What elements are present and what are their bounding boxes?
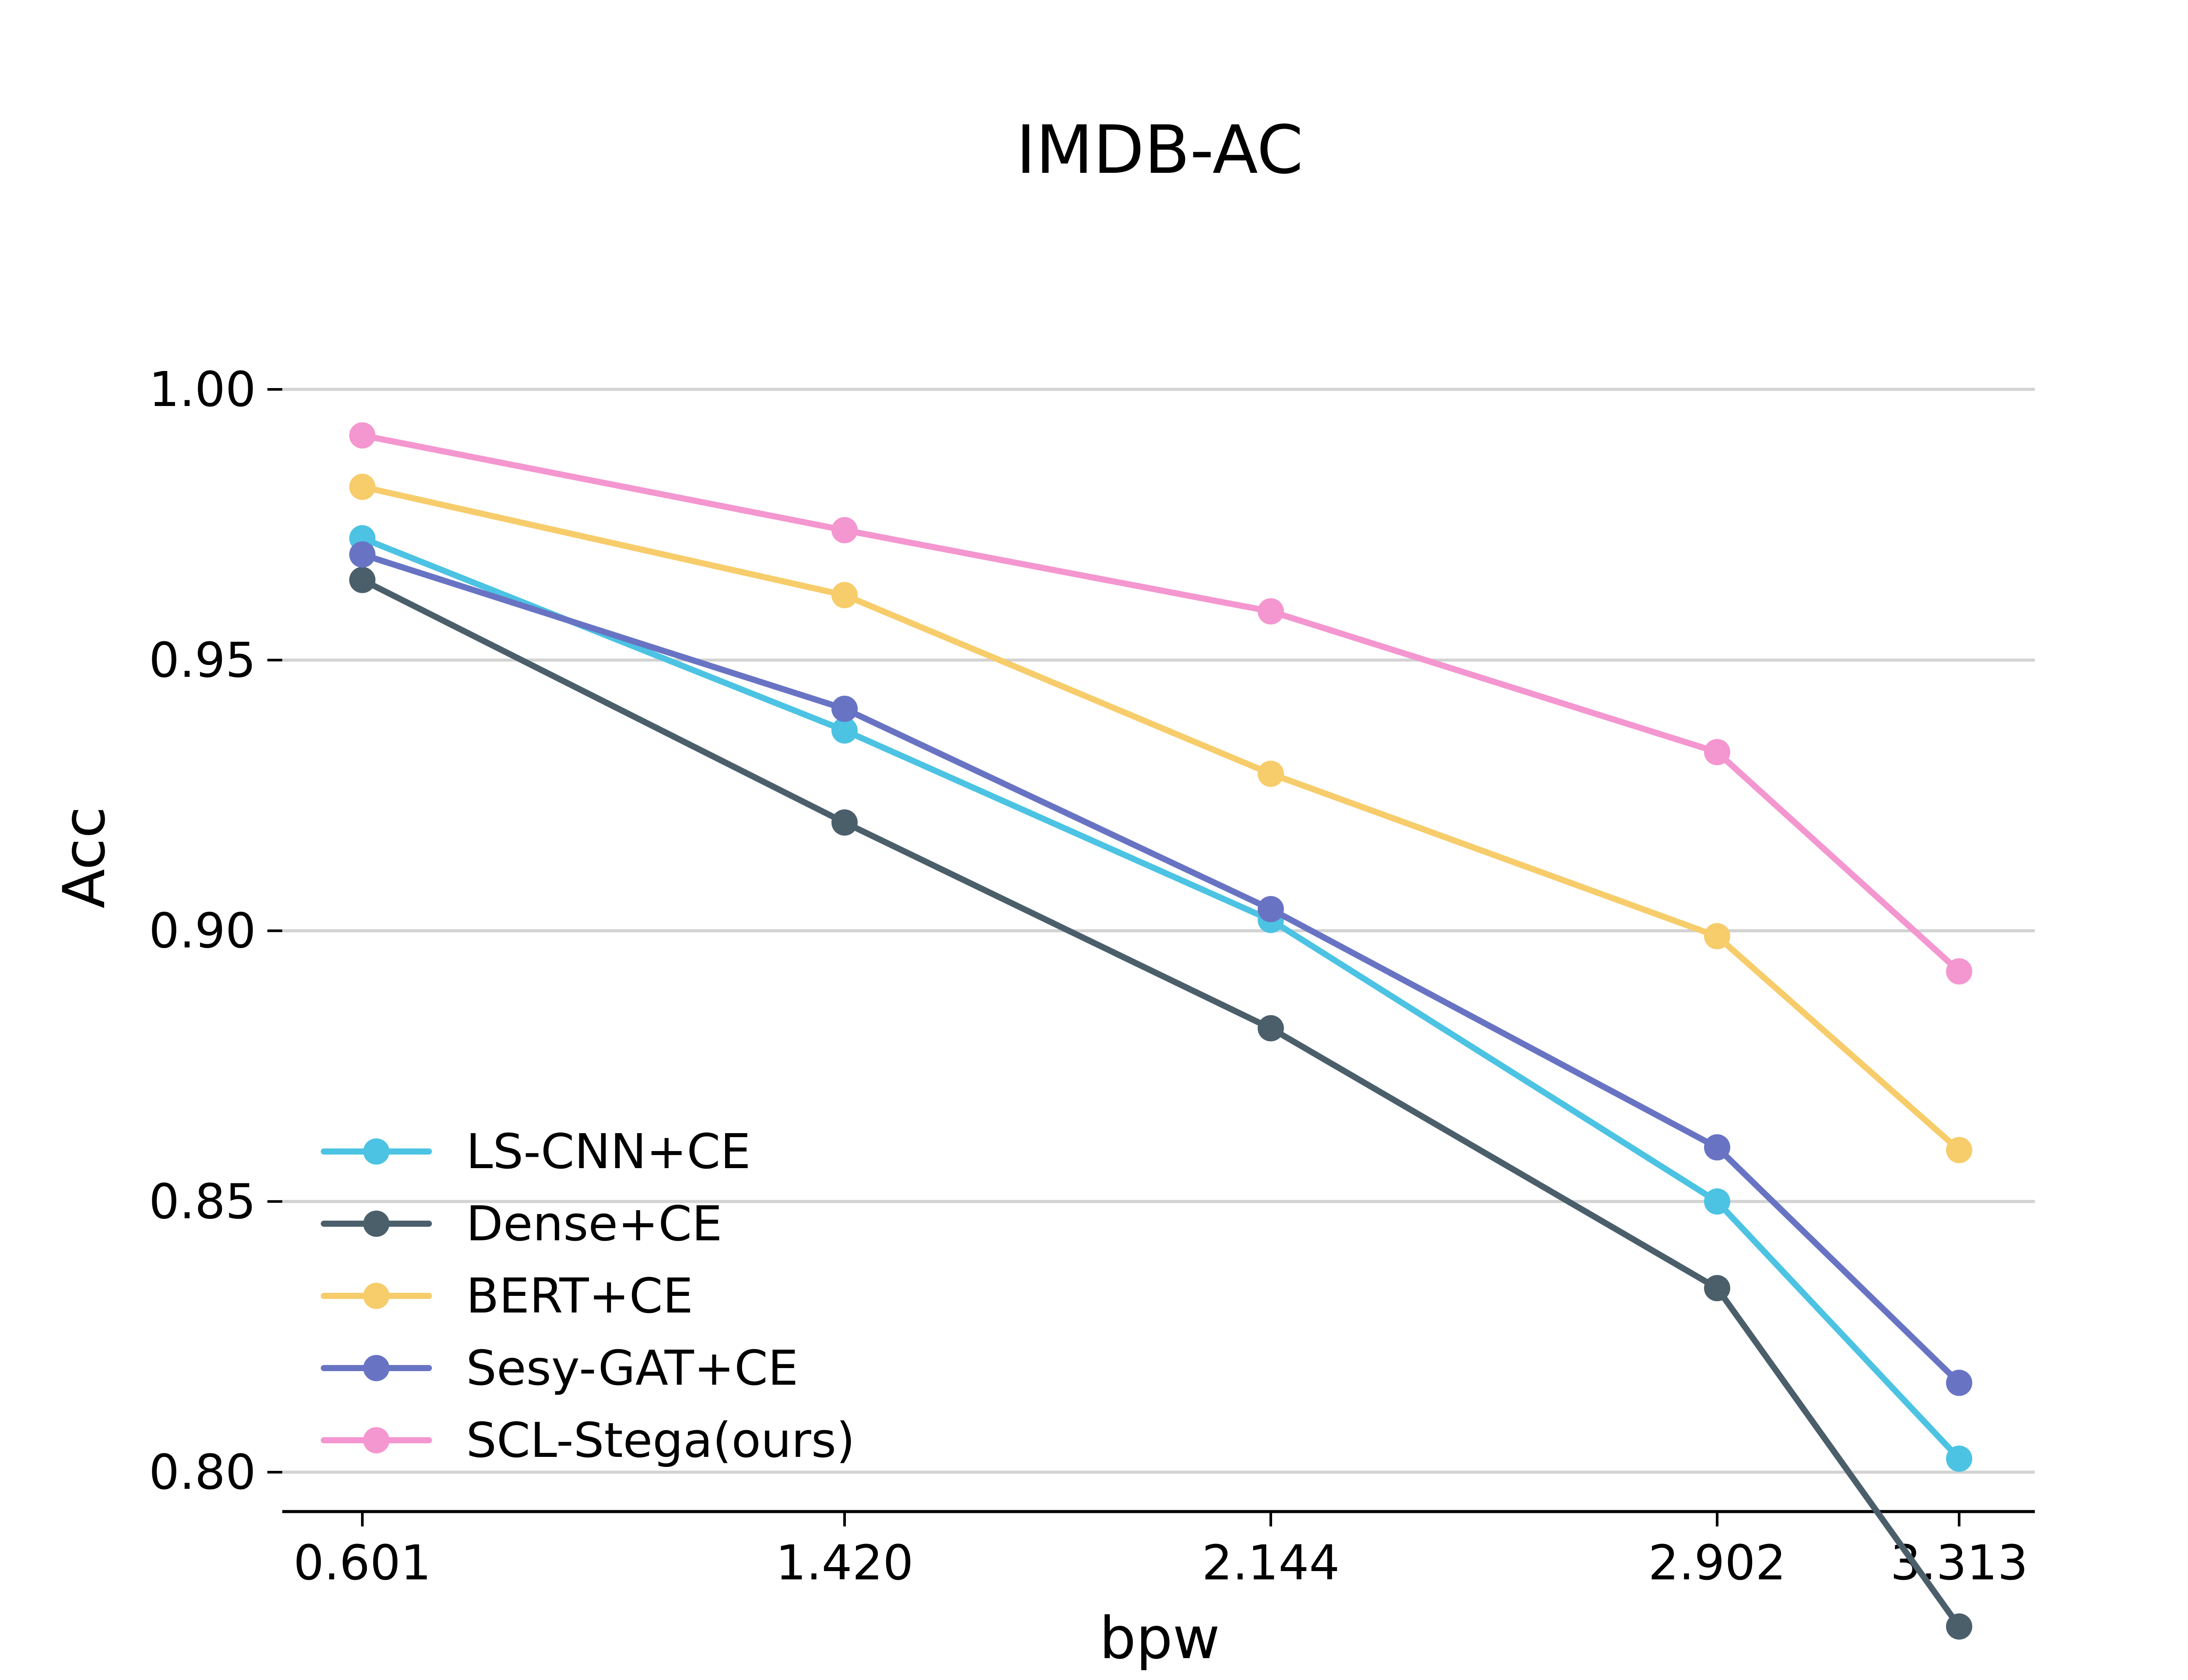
- data-point: [1704, 1134, 1730, 1161]
- series-lines: [349, 422, 1972, 1640]
- legend-item: LS-CNN+CE: [321, 1124, 751, 1180]
- data-point: [831, 809, 858, 836]
- data-point: [349, 473, 375, 500]
- data-point: [349, 541, 375, 568]
- series-scl-stega-ours: [349, 422, 1972, 985]
- legend-item: Dense+CE: [321, 1196, 722, 1252]
- legend-marker: [363, 1283, 389, 1309]
- legend-item: Sesy-GAT+CE: [321, 1340, 798, 1396]
- data-point: [349, 567, 375, 593]
- y-tick-label: 0.90: [149, 903, 256, 959]
- data-point: [831, 517, 858, 543]
- data-point: [1258, 760, 1284, 787]
- data-point: [1258, 896, 1284, 922]
- data-point: [1946, 1369, 1972, 1396]
- x-tick-label: 2.144: [1202, 1535, 1340, 1591]
- legend-label: Dense+CE: [466, 1196, 722, 1252]
- legend-label: BERT+CE: [466, 1268, 693, 1324]
- data-point: [831, 717, 858, 744]
- chart-title: IMDB-AC: [1016, 111, 1303, 189]
- series-sesy-gat-ce: [349, 541, 1972, 1396]
- data-point: [831, 696, 858, 722]
- data-point: [349, 422, 375, 449]
- legend-item: SCL-Stega(ours): [321, 1412, 855, 1468]
- y-tick-label: 0.95: [149, 632, 256, 688]
- axes: 0.80 0.85 0.90 0.95 1.00 0.601 1.420 2.144 2.902…: [149, 361, 2035, 1591]
- legend-marker: [363, 1355, 389, 1381]
- x-axis-label: bpw: [1099, 1605, 1220, 1672]
- data-point: [1946, 958, 1972, 985]
- data-point: [1704, 923, 1730, 949]
- x-tick-label: 0.601: [294, 1535, 431, 1591]
- series-line: [359, 483, 1962, 1153]
- data-point: [1704, 1275, 1730, 1302]
- gridlines: [282, 388, 2035, 1474]
- data-point: [1946, 1446, 1972, 1472]
- series-ls-cnn-ce: [349, 525, 1972, 1472]
- data-point: [1258, 598, 1284, 625]
- data-point: [1704, 1188, 1730, 1215]
- data-point: [1258, 1015, 1284, 1042]
- legend-marker: [363, 1211, 389, 1237]
- legend-label: Sesy-GAT+CE: [466, 1340, 798, 1396]
- series-line: [359, 577, 1962, 1630]
- y-tick-label: 0.80: [149, 1444, 256, 1500]
- series-dense-ce: [349, 567, 1972, 1640]
- data-point: [1704, 739, 1730, 766]
- y-tick-label: 1.00: [149, 361, 256, 417]
- data-point: [1946, 1613, 1972, 1640]
- x-tick-label: 2.902: [1648, 1535, 1786, 1591]
- y-axis-label: Acc: [51, 806, 118, 908]
- y-tick-label: 0.85: [149, 1173, 256, 1229]
- legend: LS-CNN+CE Dense+CE BERT+CE Sesy-GAT+CE SCL-S…: [321, 1124, 855, 1468]
- legend-item: BERT+CE: [321, 1268, 693, 1324]
- series-line: [359, 551, 1962, 1386]
- x-tick-label: 1.420: [776, 1535, 914, 1591]
- legend-label: SCL-Stega(ours): [466, 1412, 855, 1468]
- data-point: [1946, 1137, 1972, 1163]
- series-bert-ce: [349, 473, 1972, 1163]
- legend-label: LS-CNN+CE: [466, 1124, 751, 1180]
- legend-marker: [363, 1138, 389, 1165]
- data-point: [831, 582, 858, 609]
- legend-marker: [363, 1427, 389, 1453]
